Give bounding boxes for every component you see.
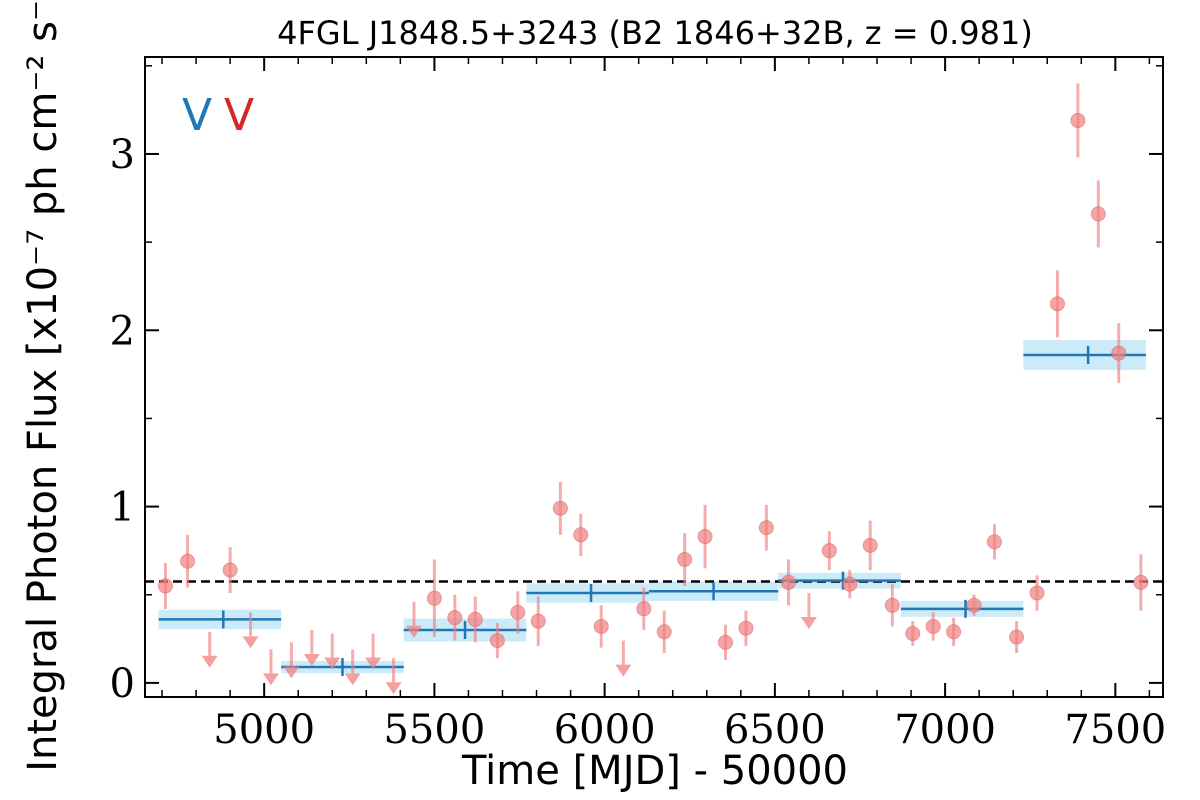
y-tick-label-1: 1	[110, 485, 135, 531]
flag-annotation-1: V	[224, 90, 254, 141]
chart-title: 4FGL J1848.5+3243 (B2 1846+32B, z = 0.98…	[277, 14, 1033, 52]
flux-point-13	[656, 624, 672, 640]
x-tick-label-3: 6500	[724, 707, 826, 753]
upper-limit-arrow-4	[303, 654, 320, 667]
flux-point-29	[1009, 629, 1025, 645]
y-axis-title: Integral Photon Flux [x10⁻⁷ ph cm⁻² s⁻¹]	[20, 0, 66, 772]
flux-point-1	[180, 553, 196, 569]
flux-point-23	[884, 597, 900, 613]
flux-point-10	[573, 527, 589, 543]
flux-point-20	[821, 543, 837, 559]
upper-limit-arrow-8	[385, 682, 402, 695]
upper-limit-arrow-11	[800, 616, 817, 629]
flux-point-6	[489, 633, 505, 649]
y-tick-label-0: 0	[110, 661, 135, 707]
flux-point-34	[1111, 345, 1127, 361]
flux-point-22	[862, 537, 878, 553]
upper-limit-arrow-3	[283, 666, 300, 679]
x-tick-label-2: 6000	[554, 707, 656, 753]
upper-limit-arrow-6	[344, 673, 361, 686]
flux-point-16	[717, 634, 733, 650]
flux-point-12	[636, 601, 652, 617]
flux-point-2	[222, 562, 238, 578]
flux-point-24	[905, 626, 921, 642]
plot-area: 5000 5500 6000 6500 7000 7500 0 1 2 3 V V	[110, 56, 1166, 753]
flux-point-15	[697, 529, 713, 545]
flux-point-25	[925, 618, 941, 634]
flux-point-27	[966, 597, 982, 613]
x-tick-label-4: 7000	[894, 707, 996, 753]
flux-point-31	[1049, 296, 1065, 312]
flux-point-33	[1090, 206, 1106, 222]
flux-point-5	[467, 611, 483, 627]
y-tick-label-2: 2	[110, 308, 135, 354]
upper-limit-arrow-7	[365, 657, 382, 670]
flux-point-19	[780, 574, 796, 590]
flux-point-21	[842, 576, 858, 592]
y-tick-label-3: 3	[110, 132, 135, 178]
flux-point-18	[758, 520, 774, 536]
upper-limit-arrow-2	[262, 673, 279, 686]
flux-point-8	[530, 613, 546, 629]
x-tick-label-0: 5000	[213, 707, 315, 753]
flux-point-14	[677, 551, 693, 567]
x-axis-title: Time [MJD] - 50000	[461, 748, 848, 794]
flux-point-7	[510, 604, 526, 620]
upper-limit-arrow-1	[242, 636, 259, 649]
flux-point-28	[986, 534, 1002, 550]
flux-point-30	[1029, 585, 1045, 601]
x-tick-label-5: 7500	[1064, 707, 1166, 753]
flux-point-4	[447, 610, 463, 626]
flux-point-35	[1133, 574, 1149, 590]
flux-point-17	[738, 620, 754, 636]
flux-point-0	[157, 578, 173, 594]
flag-annotation-0: V	[182, 90, 212, 141]
flux-point-26	[946, 624, 962, 640]
upper-limit-arrow-5	[324, 657, 341, 670]
x-tick-label-1: 5500	[383, 707, 485, 753]
flux-point-3	[426, 590, 442, 606]
flux-point-32	[1070, 112, 1086, 128]
upper-limit-arrow-10	[615, 664, 632, 677]
flux-point-11	[593, 618, 609, 634]
upper-limit-arrow-0	[201, 655, 218, 668]
plot-frame	[144, 56, 1164, 698]
upper-limit-arrow-9	[405, 625, 422, 638]
flux-point-9	[552, 500, 568, 516]
